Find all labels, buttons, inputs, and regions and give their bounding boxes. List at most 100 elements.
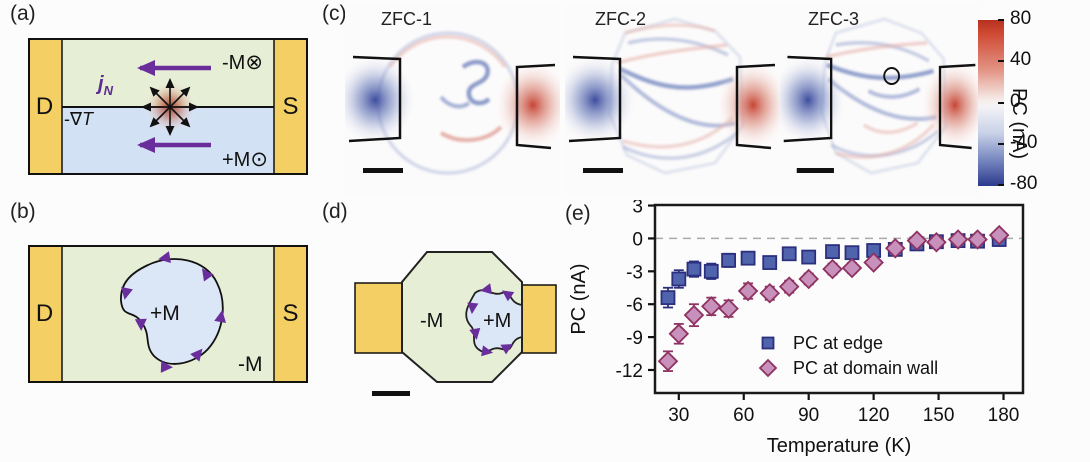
positive-pc-blob (919, 59, 991, 151)
data-point-1-15 (947, 229, 969, 250)
data-point-1-14 (926, 231, 947, 253)
panel-b-drain-letter: D (35, 300, 54, 327)
legend-marker-1 (758, 358, 778, 378)
plot-border (653, 203, 1025, 395)
panel-b-outline (28, 245, 308, 383)
legend-label-1: PC at domain wall (793, 358, 938, 378)
data-point-1-6 (759, 282, 781, 304)
negative-pc-blob (333, 54, 417, 146)
panel-b-schematic (28, 245, 308, 383)
panel-e-label: (e) (565, 202, 591, 225)
left-contact-outline (348, 55, 402, 143)
panel-c-label: (c) (322, 2, 347, 25)
scale-bar (363, 168, 403, 173)
data-point-1-5 (737, 280, 759, 302)
right-contact-outline (735, 63, 776, 150)
data-point-0-3 (703, 263, 719, 279)
zfc-3-title: ZFC-3 (808, 9, 859, 29)
zfc-2-image: ZFC-2 (553, 5, 791, 195)
right-contact-outline (938, 63, 976, 150)
domain-wall-squiggle (461, 59, 491, 106)
data-point-0-0 (660, 290, 676, 306)
positive-pc-blob (493, 59, 573, 151)
panel-d-left-contact (354, 282, 404, 354)
left-contact-outline (568, 55, 622, 143)
panel-a-bottom-region-label: +M⊙ (222, 148, 268, 171)
data-point-1-1 (668, 323, 690, 345)
data-point-1-12 (885, 238, 906, 259)
data-point-0-1 (671, 271, 687, 287)
panel-a-top-region-label: -M⊗ (222, 51, 263, 74)
y-tick-label: -9 (626, 328, 643, 349)
y-tick-label: -12 (616, 361, 643, 382)
data-point-1-11 (863, 252, 884, 273)
panel-a-drain-letter: D (35, 93, 54, 120)
panel-a-outline (28, 38, 308, 175)
domain-wall-squiggle (619, 66, 734, 90)
x-tick-label: 150 (923, 405, 955, 426)
panel-d-domain-label: +M (483, 310, 512, 332)
m-into-plane-icon: ⊙ (250, 148, 268, 171)
panel-b-domain-label: +M (150, 302, 180, 325)
x-tick-label: 90 (798, 405, 819, 426)
y-tick-label: -3 (626, 262, 643, 283)
data-point-0-4 (721, 252, 737, 268)
panel-d-schematic (354, 251, 557, 396)
colorbar-tick (998, 183, 1004, 186)
y-tick-label: 0 (632, 229, 643, 250)
data-point-0-5 (740, 250, 756, 266)
left-contact-outline (783, 55, 833, 143)
zfc-1-title: ZFC-1 (381, 9, 432, 29)
zfc-3-image: ZFC-3 (768, 5, 991, 195)
panel-b-source-contact (273, 245, 308, 383)
y-tick-label: 3 (632, 200, 643, 218)
colorbar-tick (998, 60, 1004, 63)
data-point-0-9 (825, 244, 840, 259)
data-point-1-10 (841, 257, 863, 279)
data-point-1-2 (683, 304, 705, 326)
panel-d-label: (d) (322, 200, 348, 223)
zfc-1-image: ZFC-1 (333, 5, 573, 195)
colorbar-tick-label: 40 (1010, 49, 1032, 71)
colorbar-tick (998, 101, 1004, 104)
colorbar-tick-label: 0 (1010, 90, 1021, 112)
right-contact-outline (515, 63, 556, 150)
panel-b-label: (b) (10, 200, 36, 223)
m-out-of-plane-icon: ⊗ (245, 51, 263, 74)
radial-arrows-icon (141, 78, 199, 136)
legend-label-0: PC at edge (793, 333, 883, 353)
data-point-0-7 (781, 246, 797, 262)
data-point-0-6 (762, 255, 778, 270)
panel-d-domain-blob (465, 289, 523, 353)
data-point-1-4 (718, 298, 739, 319)
x-axis-label: Temperature (K) (767, 435, 912, 457)
scale-bar (372, 391, 410, 396)
scale-bar (583, 168, 623, 173)
legend-marker-0 (761, 336, 775, 350)
data-point-0-8 (801, 249, 817, 265)
colorbar-tick-label: 80 (1010, 8, 1032, 30)
colorbar-tick (998, 142, 1004, 145)
data-point-1-13 (906, 230, 928, 251)
panel-b-source-letter: S (282, 300, 299, 327)
data-point-0-2 (686, 261, 702, 277)
panel-a-schematic (28, 38, 308, 175)
data-point-1-7 (778, 276, 800, 297)
data-point-1-3 (701, 296, 722, 317)
pc-colorbar-label: PC (nA) (1008, 88, 1030, 160)
negative-pc-blob (768, 54, 847, 146)
colorbar-tick (998, 19, 1004, 22)
y-axis-label: PC (nA) (568, 263, 590, 334)
panel-b-background-label: -M (238, 353, 263, 376)
data-point-1-0 (657, 350, 679, 372)
position-marker-circle (883, 67, 900, 85)
x-tick-label: 180 (988, 405, 1020, 426)
panel-d-right-contact (519, 284, 557, 354)
thermal-gradient-label: -∇T (64, 109, 94, 129)
y-tick-label: -6 (626, 295, 643, 316)
panel-d-background-label: -M (420, 310, 444, 332)
x-tick-label: 60 (733, 405, 754, 426)
data-point-1-9 (822, 258, 843, 280)
